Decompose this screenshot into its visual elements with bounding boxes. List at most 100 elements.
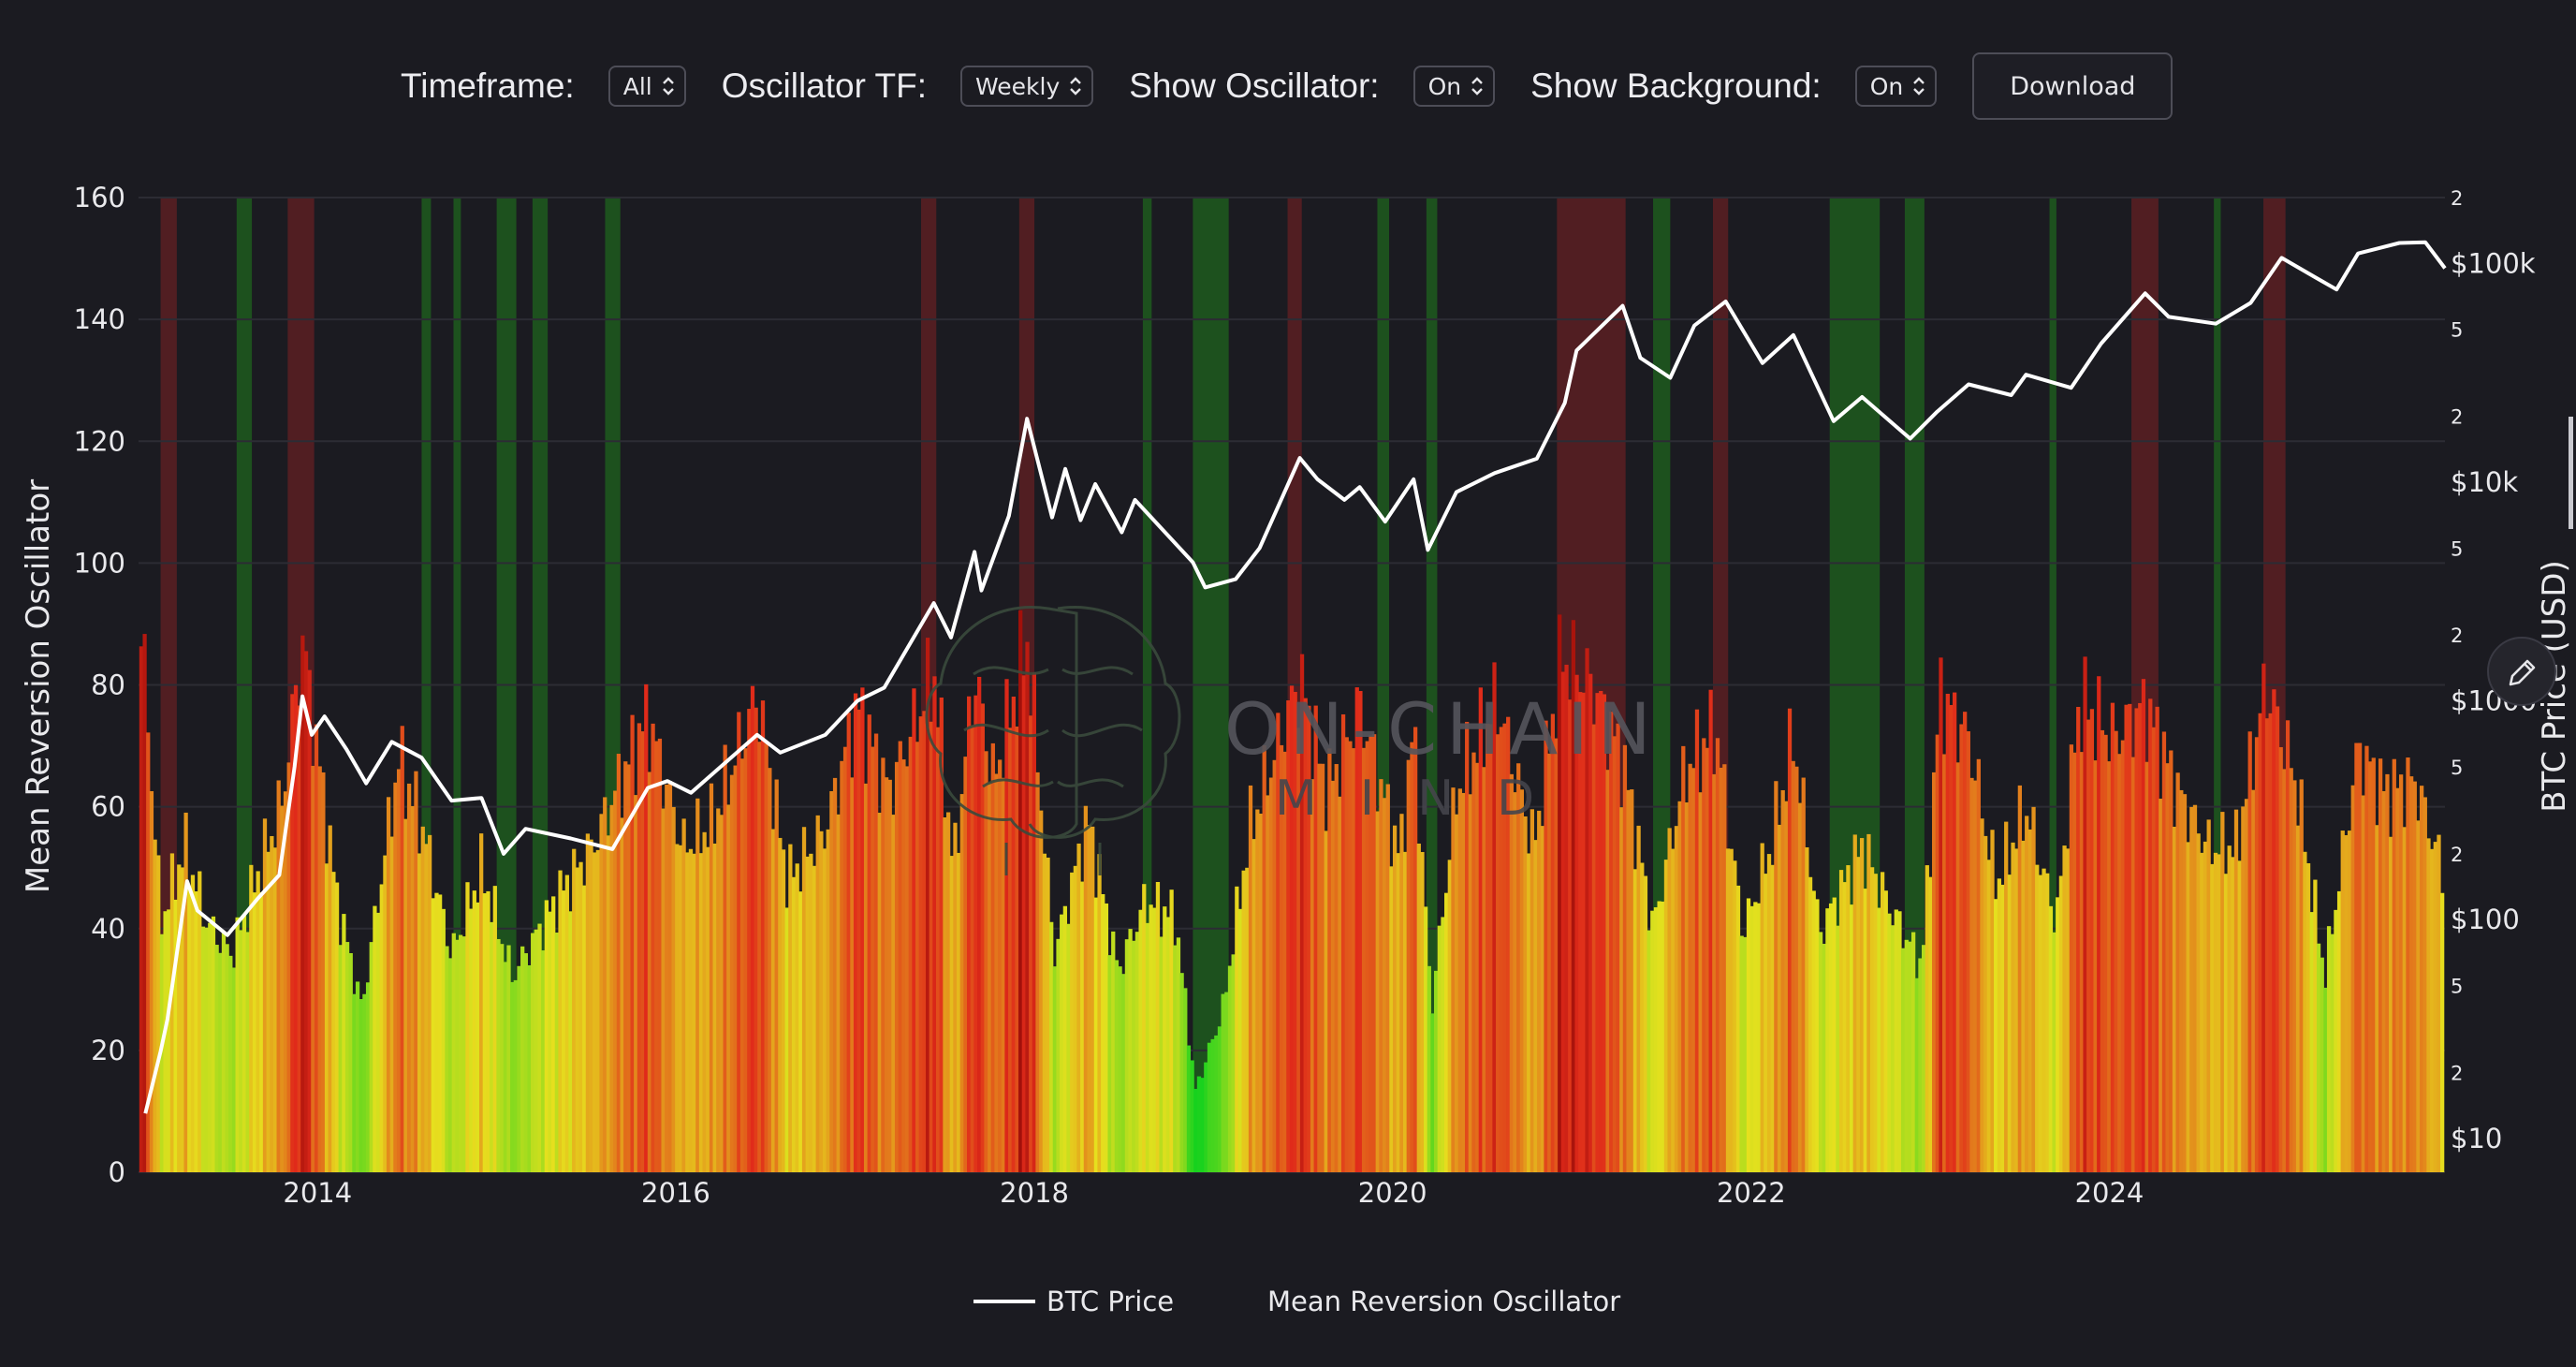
oscillator-bar [1863,889,1867,1172]
show-bg-select[interactable]: On [1854,66,1938,107]
oscillator-bar [1076,843,1081,1172]
oscillator-bar [2350,785,2355,1172]
scrollbar-thumb[interactable] [2569,417,2573,529]
right-minor-tick-label: 5 [2451,319,2463,342]
oscillator-bar [1822,944,1826,1172]
osc-tf-select[interactable]: Weekly [960,66,1094,107]
oscillator-bar [2223,874,2229,1172]
oscillator-bar [1922,945,1926,1172]
oscillator-bar [544,900,549,1172]
oscillator-bar [2025,816,2029,1172]
oscillator-bar [1334,764,1339,1172]
oscillator-bar [492,886,497,1172]
oscillator-bar [1227,965,1233,1172]
oscillator-bar [1121,974,1126,1172]
oscillator-bar [324,863,329,1172]
oscillator-bar [774,779,779,1172]
oscillator-bar [1547,753,1552,1172]
oscillator-bar [723,744,727,1172]
oscillator-bar [2217,854,2221,1172]
oscillator-bar [1340,713,1346,1172]
oscillator-bar [661,808,666,1172]
oscillator-bar [2285,720,2291,1172]
download-button[interactable]: Download [1972,52,2174,120]
oscillator-bar [606,835,611,1172]
oscillator-bar [2000,884,2005,1172]
oscillator-bar [235,917,240,1172]
oscillator-bar [2027,829,2033,1172]
edit-button[interactable] [2487,637,2556,706]
oscillator-bar [970,725,974,1172]
oscillator-bar [651,723,655,1172]
oscillator-bar [2151,727,2157,1172]
oscillator-bar [2402,827,2407,1172]
x-tick-label: 2014 [283,1177,352,1209]
oscillator-bar [2278,747,2283,1172]
oscillator-bar [1214,1035,1219,1172]
oscillator-bar [733,765,738,1172]
oscillator-bar [2117,754,2122,1172]
oscillator-bar [2042,868,2046,1172]
left-axis-title: Mean Reversion Oscillator [20,479,57,893]
oscillator-bar [1176,937,1181,1172]
oscillator-bar [1564,664,1569,1172]
oscillator-bar [1207,1042,1212,1172]
oscillator-bar [314,724,319,1172]
legend-btc-price[interactable]: BTC Price [1046,1286,1174,1317]
oscillator-bar [863,783,869,1172]
oscillator-bar [657,738,663,1172]
oscillator-bar [2200,852,2204,1172]
oscillator-bar [681,818,686,1172]
oscillator-bar [1190,1060,1194,1172]
oscillator-bar [1499,727,1503,1172]
oscillator-bar [1018,610,1023,1172]
oscillator-bar [2336,890,2342,1172]
oscillator-bar [2305,862,2311,1172]
osc-tf-label: Oscillator TF: [721,66,928,105]
right-minor-tick-label: 2 [2451,844,2463,866]
oscillator-bar [2241,806,2246,1172]
oscillator-bar [2233,809,2239,1172]
oscillator-bar [303,651,309,1172]
oscillator-bar [1733,860,1737,1172]
oscillator-bar [373,905,377,1172]
oscillator-bar [2326,926,2332,1172]
oscillator-bar [1451,787,1456,1172]
oscillator-bar [1155,881,1161,1172]
oscillator-bar [369,942,373,1172]
oscillator-bar [2144,761,2149,1172]
oscillator-bar [739,758,745,1172]
show-osc-select[interactable]: On [1412,66,1496,107]
oscillator-bar [1900,948,1906,1172]
oscillator-bar [1434,970,1439,1172]
oscillator-bar [1735,885,1741,1172]
oscillator-bar [503,962,507,1172]
timeframe-select[interactable]: All [607,66,686,107]
oscillator-bar [2165,763,2170,1172]
oscillator-bar [266,851,271,1172]
oscillator-bar [2344,835,2349,1172]
legend-oscillator[interactable]: Mean Reversion Oscillator [1267,1286,1620,1317]
oscillator-bar [1368,735,1373,1172]
oscillator-bar [1558,614,1562,1172]
oscillator-bar [998,759,1003,1172]
oscillator-bar [2323,987,2328,1172]
oscillator-bar [750,685,755,1172]
oscillator-bar [1317,763,1322,1172]
oscillator-bar [1743,936,1748,1172]
oscillator-bar [1371,734,1377,1172]
oscillator-bar [1568,699,1573,1172]
oscillator-bar [1910,932,1916,1172]
oscillator-bar [572,848,577,1172]
oscillator-bar [276,780,281,1172]
y-tick-label: 40 [91,913,125,945]
oscillator-bar [1416,843,1421,1172]
oscillator-bar [578,861,583,1172]
oscillator-bar [1622,744,1628,1172]
oscillator-bar [963,757,968,1172]
oscillator-bar [2128,703,2132,1172]
oscillator-bar [977,676,982,1172]
oscillator-bar [424,844,429,1172]
oscillator-bar [1756,903,1762,1172]
oscillator-bar [173,899,178,1172]
